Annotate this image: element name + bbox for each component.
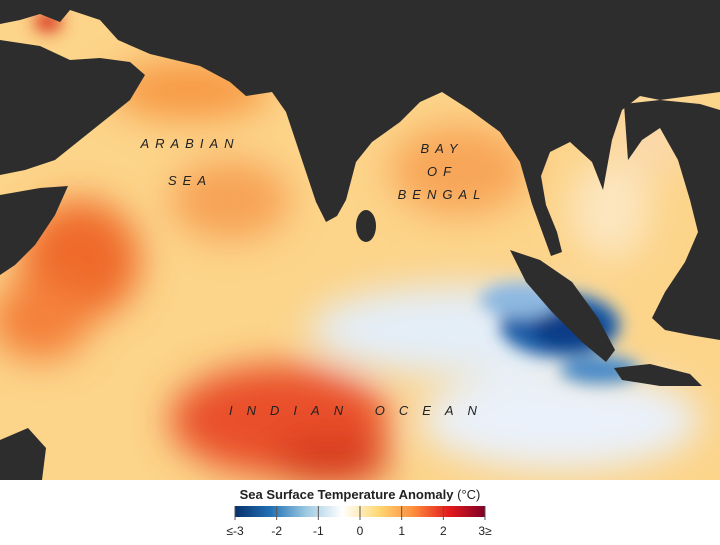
tick-label: 2 — [440, 524, 447, 538]
tick-label: ≤-3 — [226, 524, 244, 538]
colorbar-unit: (°C) — [457, 487, 480, 502]
horn-of-africa — [0, 186, 68, 275]
map-label: SEA — [168, 173, 212, 188]
java — [614, 364, 702, 386]
colorbar-heading: Sea Surface Temperature Anomaly (°C) — [240, 487, 481, 502]
tick-label: 0 — [357, 524, 364, 538]
map: ARABIAN SEA BAY OF BENGAL INDIAN OCEAN — [0, 0, 720, 480]
indochina — [624, 100, 720, 340]
land — [0, 0, 720, 480]
map-label: BENGAL — [398, 187, 487, 202]
tick-label: 3≥ — [478, 524, 492, 538]
map-label: OF — [427, 164, 457, 179]
map-label: BAY — [420, 141, 463, 156]
tick-label: -1 — [313, 524, 324, 538]
anomaly-field — [0, 60, 700, 480]
colorbar-ticks: ≤-3 -2 -1 0 1 2 3≥ — [226, 506, 492, 538]
asia — [0, 0, 720, 256]
map-label: ARABIAN — [139, 136, 239, 151]
arabia — [0, 40, 145, 175]
tick-label: 1 — [398, 524, 405, 538]
sri-lanka — [356, 210, 376, 242]
map-label: INDIAN OCEAN — [229, 403, 491, 418]
colorbar-title: Sea Surface Temperature Anomaly — [240, 487, 455, 502]
tick-label: -2 — [271, 524, 282, 538]
sumatra — [510, 250, 615, 362]
africa — [0, 428, 46, 480]
